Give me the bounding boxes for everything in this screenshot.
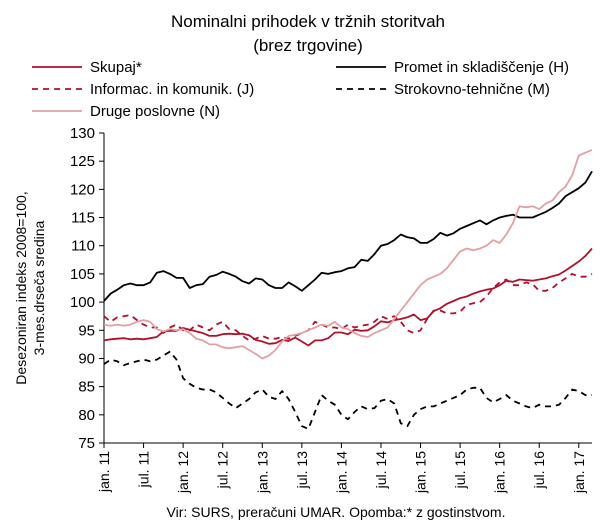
y-tick-label: 80 bbox=[78, 407, 95, 424]
y-tick-label: 130 bbox=[70, 125, 95, 142]
y-tick-label: 95 bbox=[78, 322, 95, 339]
x-tick-label: jan. 13 bbox=[254, 451, 270, 494]
x-tick-label: jul. 12 bbox=[215, 451, 231, 490]
series-line-strokovno-tehnicne-m bbox=[103, 350, 592, 430]
x-tick-label: jan. 16 bbox=[492, 451, 508, 494]
x-tick-label: jul. 16 bbox=[531, 451, 547, 490]
x-axis: jan. 11 jul. 11 jan. 12 jul. 12 jan. 13 jul. … bbox=[96, 442, 592, 494]
y-tick-label: 125 bbox=[70, 153, 95, 170]
y-tick-label: 85 bbox=[78, 379, 95, 396]
x-tick-label: jan. 17 bbox=[571, 451, 587, 494]
y-tick-label: 120 bbox=[70, 181, 95, 198]
y-axis-label-line-1: Desezoniran indeks 2008=100, bbox=[13, 191, 29, 384]
footnote: Vir: SURS, preračuni UMAR. Opomba:* z go… bbox=[167, 504, 506, 520]
chart-subtitle: (brez trgovine) bbox=[253, 36, 363, 55]
y-tick-label: 115 bbox=[71, 210, 95, 227]
y-tick-label: 90 bbox=[78, 350, 95, 367]
legend-label-druge-poslovne-n: Druge poslovne (N) bbox=[90, 103, 220, 120]
x-tick-label: jan. 14 bbox=[333, 451, 349, 494]
x-tick-label: jan. 12 bbox=[175, 451, 191, 494]
x-tick-label: jan. 11 bbox=[96, 451, 112, 493]
x-tick-label: jul. 15 bbox=[452, 451, 468, 490]
legend-label-informac-in-komunik-j: Informac. in komunik. (J) bbox=[90, 81, 254, 98]
x-tick-label: jul. 14 bbox=[373, 451, 389, 490]
chart-title: Nominalni prihodek v tržnih storitvah bbox=[171, 12, 445, 31]
y-tick-label: 100 bbox=[70, 294, 95, 311]
series-line-promet-in-skladiscenje-h bbox=[103, 170, 593, 302]
series-line-druge-poslovne-n bbox=[103, 149, 593, 360]
y-tick-label: 75 bbox=[78, 435, 95, 452]
plot-area bbox=[103, 149, 593, 430]
legend-label-skupaj: Skupaj* bbox=[90, 59, 142, 76]
legend-label-strokovno-tehnicne-m: Strokovno-tehnične (M) bbox=[394, 81, 550, 98]
legend: Skupaj* Promet in skladiščenje (H) Informa… bbox=[32, 59, 569, 120]
series-line-skupaj bbox=[103, 247, 593, 347]
y-tick-label: 110 bbox=[71, 238, 95, 255]
legend-label-promet-in-skladiscenje-h: Promet in skladiščenje (H) bbox=[394, 59, 569, 76]
x-tick-label: jan. 15 bbox=[413, 451, 429, 494]
x-tick-label: jul. 13 bbox=[294, 451, 310, 490]
y-axis-label-line-2: 3-mes.drseča sredina bbox=[31, 220, 47, 355]
y-tick-label: 105 bbox=[70, 266, 95, 283]
y-axis: 75 80 85 90 95 100 105 110 115 120 125 130 bbox=[70, 125, 105, 452]
x-tick-label: jul. 11 bbox=[136, 451, 152, 489]
